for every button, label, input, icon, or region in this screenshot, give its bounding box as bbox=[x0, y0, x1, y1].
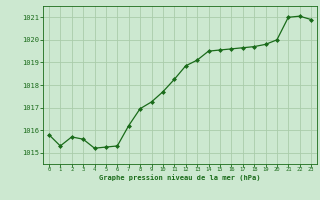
X-axis label: Graphe pression niveau de la mer (hPa): Graphe pression niveau de la mer (hPa) bbox=[99, 175, 261, 181]
